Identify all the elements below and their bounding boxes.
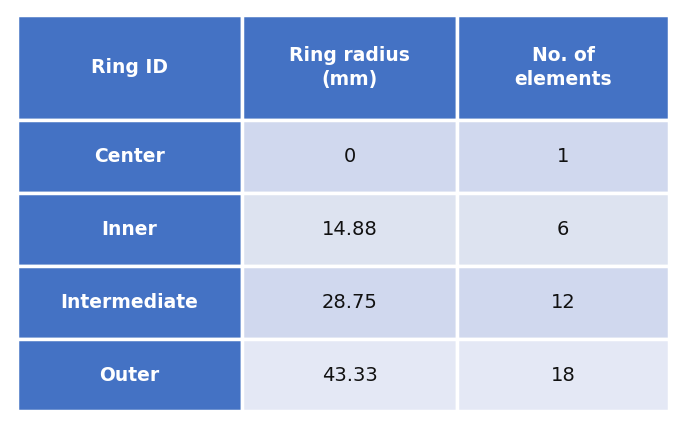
Bar xyxy=(242,120,457,193)
Bar xyxy=(457,15,669,120)
Text: No. of
elements: No. of elements xyxy=(514,46,612,89)
Text: Outer: Outer xyxy=(99,365,160,384)
Text: Ring ID: Ring ID xyxy=(91,58,168,77)
Text: 28.75: 28.75 xyxy=(322,292,377,311)
Bar xyxy=(17,266,242,338)
Text: Inner: Inner xyxy=(102,220,158,239)
Bar xyxy=(242,15,457,120)
Text: 14.88: 14.88 xyxy=(322,220,377,239)
Text: 43.33: 43.33 xyxy=(322,365,377,384)
Text: 12: 12 xyxy=(551,292,576,311)
Text: Ring radius
(mm): Ring radius (mm) xyxy=(289,46,410,89)
Bar xyxy=(457,120,669,193)
Text: Center: Center xyxy=(94,147,165,166)
Text: 6: 6 xyxy=(557,220,569,239)
Text: Intermediate: Intermediate xyxy=(60,292,198,311)
Bar xyxy=(17,15,242,120)
Bar xyxy=(457,193,669,266)
Bar xyxy=(242,338,457,411)
Bar xyxy=(17,120,242,193)
Text: 1: 1 xyxy=(557,147,569,166)
Text: 18: 18 xyxy=(551,365,576,384)
Text: 0: 0 xyxy=(344,147,355,166)
Bar xyxy=(457,338,669,411)
Bar xyxy=(242,193,457,266)
Bar xyxy=(17,193,242,266)
Bar xyxy=(242,266,457,338)
Bar xyxy=(457,266,669,338)
Bar xyxy=(17,338,242,411)
